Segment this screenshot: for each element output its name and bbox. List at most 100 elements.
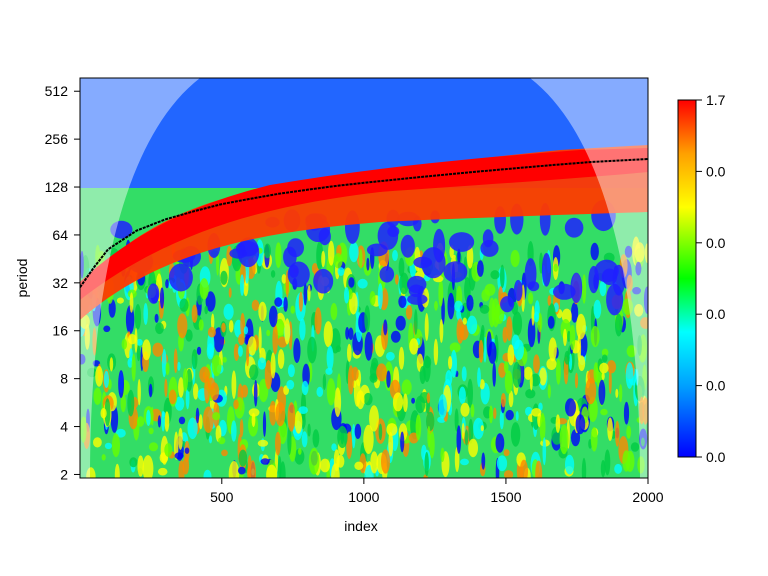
noise-blob (565, 398, 576, 417)
noise-blob (222, 356, 227, 363)
low-power-patch (500, 296, 515, 313)
noise-blob (284, 318, 291, 345)
noise-blob (488, 341, 497, 364)
noise-blob (488, 297, 496, 328)
noise-blob (146, 409, 151, 426)
noise-blob (115, 428, 126, 438)
noise-blob (434, 300, 438, 311)
colorbar-tick-label: 0.0 (706, 306, 726, 322)
colorbar (677, 99, 697, 458)
noise-blob (460, 458, 469, 466)
noise-blob (359, 249, 363, 269)
noise-blob (454, 300, 463, 312)
noise-blob (203, 406, 214, 434)
noise-blob (398, 346, 405, 370)
noise-blob (386, 351, 395, 361)
noise-blob (559, 424, 569, 455)
noise-blob (337, 425, 348, 449)
x-axis-title: index (344, 518, 377, 534)
noise-blob (625, 362, 634, 389)
noise-blob (142, 455, 154, 478)
y-tick-label: 16 (52, 323, 68, 339)
noise-blob (466, 294, 474, 312)
noise-blob (622, 450, 631, 472)
noise-blob (218, 437, 226, 445)
noise-blob (624, 245, 633, 258)
noise-blob (129, 457, 138, 468)
noise-blob (221, 449, 228, 457)
noise-blob (599, 280, 607, 297)
low-power-patch (110, 220, 133, 239)
noise-blob (593, 362, 599, 383)
noise-blob (403, 393, 408, 413)
noise-blob (371, 357, 379, 371)
noise-blob (320, 458, 330, 473)
noise-blob (630, 442, 640, 452)
noise-blob (626, 274, 633, 292)
noise-blob (164, 378, 168, 398)
noise-blob (378, 423, 383, 441)
y-axis: 2 4 8 16 32 64 128 256 512 (45, 83, 80, 482)
colorbar-tick-label: 0.0 (706, 235, 726, 251)
noise-blob (266, 464, 278, 478)
noise-blob (238, 333, 245, 346)
noise-blob (152, 342, 164, 357)
noise-blob (456, 425, 462, 454)
noise-blob (531, 408, 542, 417)
noise-blob (287, 426, 292, 455)
noise-blob (323, 321, 333, 348)
noise-blob (555, 414, 561, 434)
noise-blob (211, 313, 215, 331)
noise-blob (581, 457, 587, 478)
noise-blob (253, 379, 258, 407)
noise-blob (462, 317, 467, 325)
noise-blob (492, 362, 497, 387)
low-power-patch (612, 264, 626, 296)
noise-blob (177, 313, 188, 339)
noise-blob (243, 326, 249, 335)
noise-blob (641, 437, 645, 447)
noise-blob (269, 305, 278, 328)
noise-blob (512, 361, 522, 388)
x-axis: 500 1000 1500 2000 (210, 478, 664, 505)
noise-blob (473, 417, 484, 440)
noise-blob (334, 387, 342, 418)
noise-blob (207, 326, 216, 338)
noise-blob (174, 396, 185, 411)
noise-blob (330, 303, 338, 321)
low-power-patch (449, 232, 475, 252)
noise-blob (191, 349, 198, 370)
noise-blob (347, 343, 352, 362)
noise-blob (316, 386, 324, 397)
noise-blob (364, 331, 373, 361)
noise-blob (155, 322, 164, 335)
noise-blob (174, 452, 184, 460)
noise-blob (154, 313, 159, 323)
low-power-patch (289, 264, 299, 278)
noise-blob (260, 458, 270, 465)
colorbar-tick-label: 0.0 (706, 378, 726, 394)
noise-blob (478, 339, 484, 363)
noise-blob (490, 270, 500, 280)
noise-blob (228, 320, 234, 333)
noise-blob (248, 408, 260, 417)
noise-blob (95, 365, 103, 387)
noise-blob (333, 253, 343, 269)
low-power-patch (564, 217, 584, 238)
noise-blob (116, 297, 124, 304)
noise-blob (395, 315, 406, 331)
x-tick-label: 500 (210, 489, 234, 505)
noise-blob (272, 324, 279, 355)
noise-blob (635, 261, 642, 276)
noise-blob (424, 313, 429, 341)
heatmap-field (80, 78, 648, 478)
heatmap-noise (80, 199, 648, 478)
noise-blob (264, 243, 271, 259)
noise-blob (348, 327, 354, 340)
noise-blob (496, 455, 508, 472)
ridge-band (80, 145, 648, 320)
noise-blob (439, 319, 444, 343)
noise-blob (398, 295, 407, 308)
noise-blob (539, 367, 547, 386)
noise-blob (401, 379, 412, 396)
